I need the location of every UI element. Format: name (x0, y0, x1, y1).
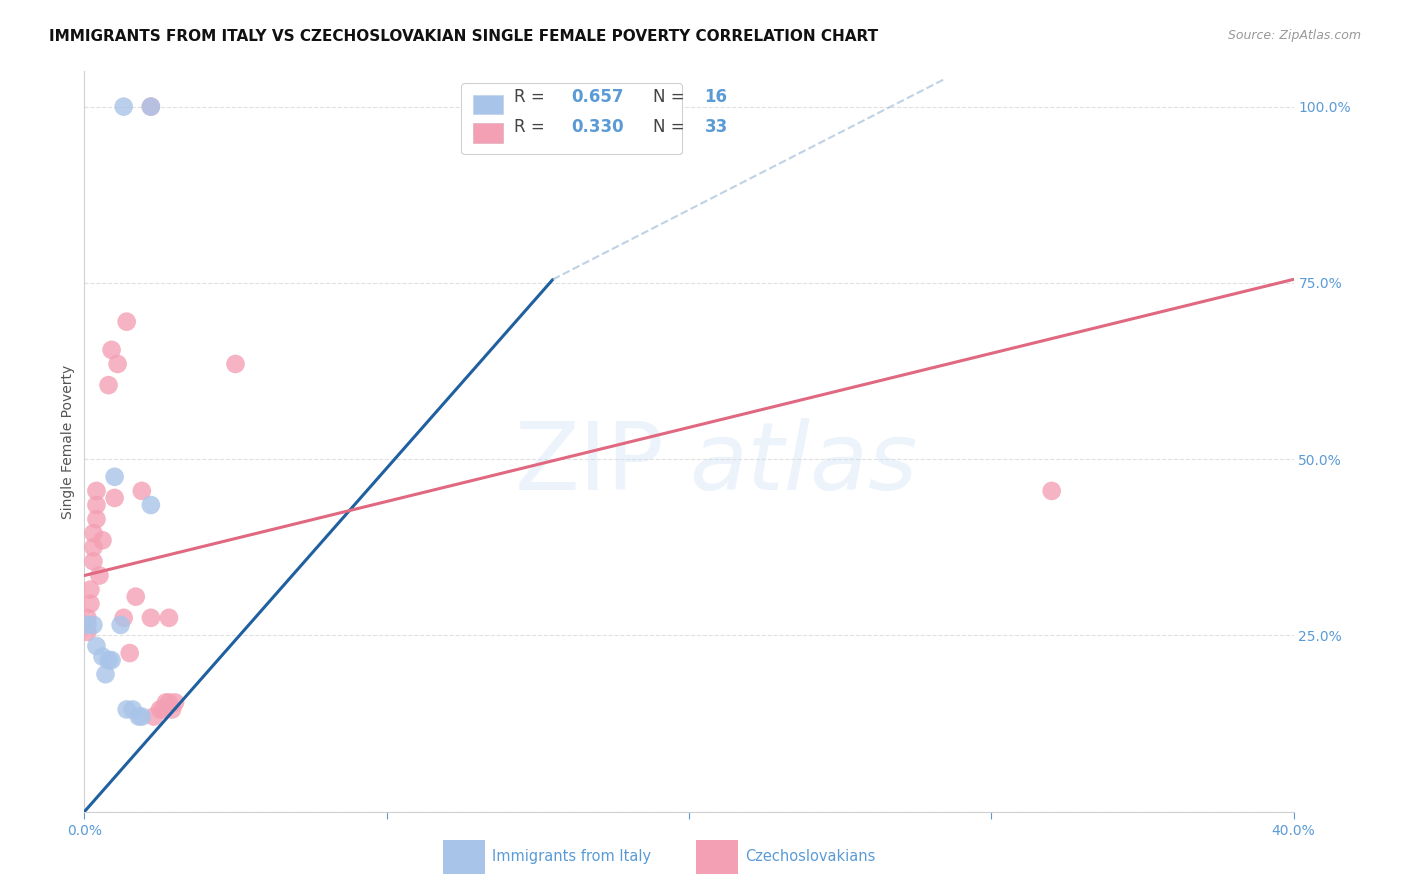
Point (91, 649, 114, 664)
Point (139, 611, 162, 625)
Point (91, 533, 114, 548)
Point (100, 343, 122, 357)
Point (104, 470, 127, 484)
Point (152, 702, 174, 716)
Point (82, 554, 104, 568)
Text: Czechoslovakians: Czechoslovakians (745, 849, 876, 863)
Text: R =: R = (513, 118, 550, 136)
Point (82, 541, 104, 555)
Point (1040, 483, 1063, 498)
Point (157, 611, 180, 625)
Point (94, 667, 117, 681)
Text: N =: N = (652, 88, 689, 106)
Point (125, 590, 148, 604)
Point (115, 315, 138, 329)
Point (79, 597, 101, 611)
Point (97, 653, 120, 667)
Point (86, 639, 108, 653)
Text: IMMIGRANTS FROM ITALY VS CZECHOSLOVAKIAN SINGLE FEMALE POVERTY CORRELATION CHART: IMMIGRANTS FROM ITALY VS CZECHOSLOVAKIAN… (49, 29, 879, 44)
Text: Source: ZipAtlas.com: Source: ZipAtlas.com (1227, 29, 1361, 42)
Text: 33: 33 (704, 118, 728, 136)
Point (155, 695, 177, 709)
Point (112, 100, 135, 114)
Point (107, 357, 129, 371)
Point (76, 618, 98, 632)
Point (139, 498, 162, 512)
Point (131, 709, 153, 723)
Point (76, 624, 98, 639)
Point (139, 100, 162, 114)
Point (112, 611, 135, 625)
Text: R =: R = (513, 88, 550, 106)
Point (82, 526, 104, 541)
Y-axis label: Single Female Poverty: Single Female Poverty (62, 365, 76, 518)
Point (115, 702, 138, 716)
Point (157, 695, 180, 709)
Point (160, 702, 183, 716)
Point (86, 483, 108, 498)
Text: 0.657: 0.657 (572, 88, 624, 106)
Point (139, 100, 162, 114)
Text: Immigrants from Italy: Immigrants from Italy (492, 849, 651, 863)
Point (142, 709, 165, 723)
Point (118, 646, 141, 660)
Point (76, 611, 98, 625)
Point (82, 618, 104, 632)
Legend: R = 0.657   N = 16, R = 0.330   N = 33: R = 0.657 N = 16, R = 0.330 N = 33 (461, 83, 682, 154)
Text: 0.330: 0.330 (572, 118, 624, 136)
Point (131, 483, 153, 498)
Point (79, 582, 101, 597)
Point (97, 378, 120, 392)
Point (121, 702, 143, 716)
Point (89, 568, 111, 582)
Point (100, 653, 122, 667)
Point (128, 709, 150, 723)
Point (225, 357, 247, 371)
Text: atlas: atlas (689, 418, 917, 509)
Point (86, 498, 108, 512)
Text: ZIP: ZIP (515, 417, 665, 509)
Text: 16: 16 (704, 88, 728, 106)
Point (165, 695, 187, 709)
Point (86, 512, 108, 526)
Point (104, 491, 127, 505)
Point (110, 618, 132, 632)
Text: N =: N = (652, 118, 689, 136)
Point (149, 702, 172, 716)
